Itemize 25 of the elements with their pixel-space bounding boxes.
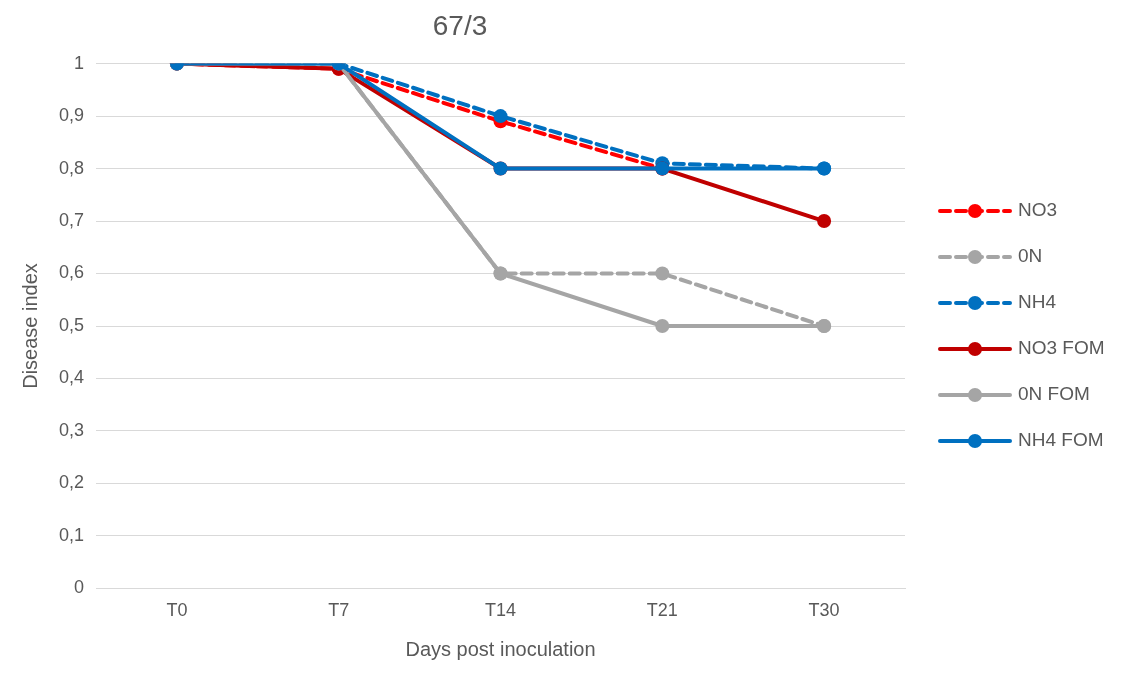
legend-label: NO3 FOM bbox=[1018, 337, 1105, 359]
x-tick-label: T30 bbox=[808, 600, 840, 621]
x-tick-label: T21 bbox=[646, 600, 678, 621]
y-tick-label: 0,5 bbox=[58, 314, 85, 335]
y-tick-label: 0,6 bbox=[58, 262, 85, 283]
y-axis-title: Disease index bbox=[18, 263, 41, 389]
x-tick-label: T7 bbox=[328, 600, 350, 621]
legend-label: 0N bbox=[1018, 245, 1043, 267]
y-tick-label: 1 bbox=[74, 52, 85, 73]
chart-title: 67/3 bbox=[432, 9, 488, 41]
x-tick-label: T14 bbox=[485, 600, 517, 621]
x-tick-label: T0 bbox=[166, 600, 188, 621]
y-tick-label: 0,2 bbox=[58, 472, 85, 493]
legend-label: NH4 bbox=[1018, 291, 1057, 313]
x-axis-title: Days post inoculation bbox=[405, 637, 596, 660]
y-tick-label: 0,4 bbox=[58, 367, 85, 388]
y-tick-label: 0,8 bbox=[58, 157, 85, 178]
legend-label: 0N FOM bbox=[1018, 383, 1090, 405]
y-tick-label: 0,3 bbox=[58, 419, 85, 440]
y-tick-label: 0,7 bbox=[58, 210, 85, 231]
y-tick-label: 0 bbox=[74, 577, 85, 598]
legend-label: NH4 FOM bbox=[1018, 429, 1104, 451]
y-tick-label: 0,9 bbox=[58, 105, 85, 126]
y-tick-label: 0,1 bbox=[58, 524, 85, 545]
legend-label: NO3 bbox=[1018, 199, 1058, 221]
